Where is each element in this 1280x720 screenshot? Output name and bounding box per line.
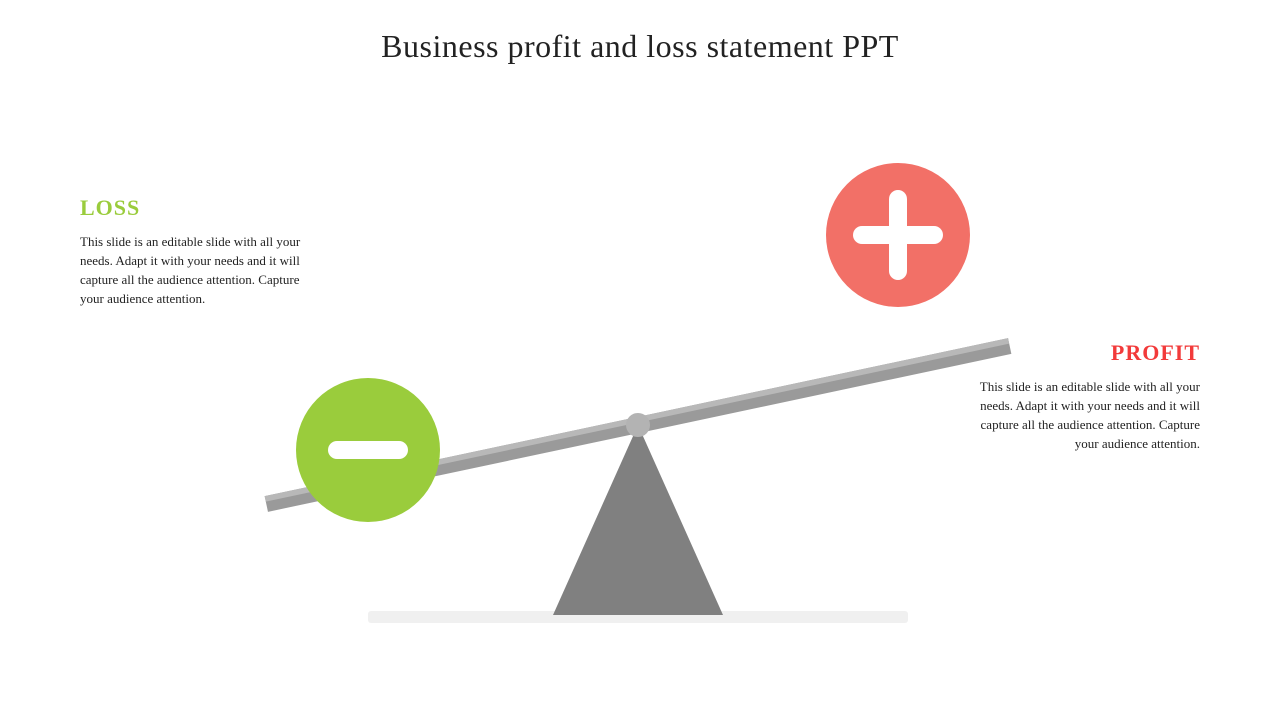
- seesaw-diagram: [258, 150, 1018, 660]
- pivot-dot: [626, 413, 650, 437]
- slide-title: Business profit and loss statement PPT: [0, 28, 1280, 65]
- minus-icon: [296, 378, 440, 522]
- fulcrum-triangle: [553, 425, 723, 615]
- plus-icon: [826, 163, 970, 307]
